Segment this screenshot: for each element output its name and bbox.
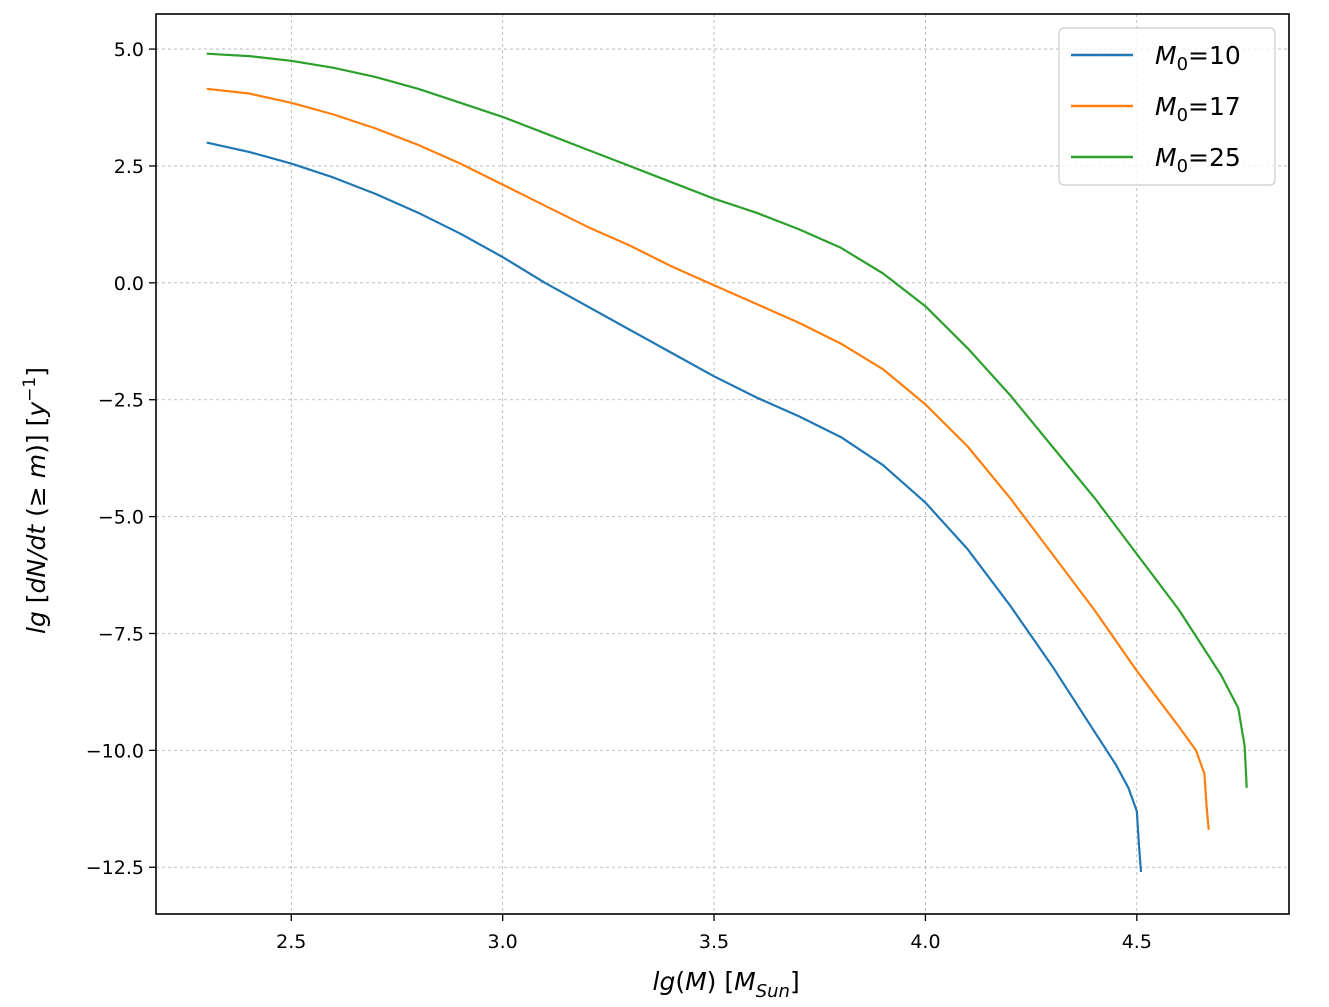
x-tick-label: 4.5 <box>1122 931 1152 953</box>
series-line-2 <box>206 52 1248 788</box>
series-line-0 <box>206 141 1143 872</box>
y-tick-label: −7.5 <box>98 623 144 645</box>
y-tick-label: −10.0 <box>86 740 144 762</box>
legend-box <box>1058 27 1276 186</box>
y-axis-label-text: lg [dN/dt (≥ m)] [y−1] <box>20 367 51 634</box>
legend-label-1: M0=17 <box>1155 92 1241 126</box>
legend-label-2: M0=25 <box>1155 143 1241 177</box>
y-tick-label: 2.5 <box>114 156 144 178</box>
y-tick-label: −5.0 <box>98 507 144 529</box>
y-tick-label: −2.5 <box>98 390 144 412</box>
tick-layer: 2.5 3.0 3.5 4.0 4.5 5.0 2.5 0.0 −2.5 −5.0 −7.5 −10.… <box>86 39 1152 953</box>
legend-label-0: M0=10 <box>1155 41 1241 75</box>
legend: M0=10 M0=17 M0=25 <box>1058 27 1276 186</box>
y-axis-label: lg [dN/dt (≥ m)] [y−1] <box>20 367 51 634</box>
x-tick-label: 2.5 <box>276 931 306 953</box>
series-layer <box>206 52 1248 872</box>
x-tick-label: 4.0 <box>910 931 940 953</box>
x-tick-label: 3.0 <box>488 931 518 953</box>
grid-layer <box>156 14 1289 914</box>
x-tick-label: 3.5 <box>699 931 729 953</box>
plot-frame <box>155 13 1290 915</box>
y-tick-label: 5.0 <box>114 39 144 61</box>
y-tick-label: 0.0 <box>114 273 144 295</box>
x-axis-label: lg(M) [MSun] <box>653 967 800 1002</box>
x-axis-label-text: lg(M) [MSun] <box>653 967 800 1002</box>
y-tick-label: −12.5 <box>86 857 144 879</box>
series-line-1 <box>206 87 1210 830</box>
